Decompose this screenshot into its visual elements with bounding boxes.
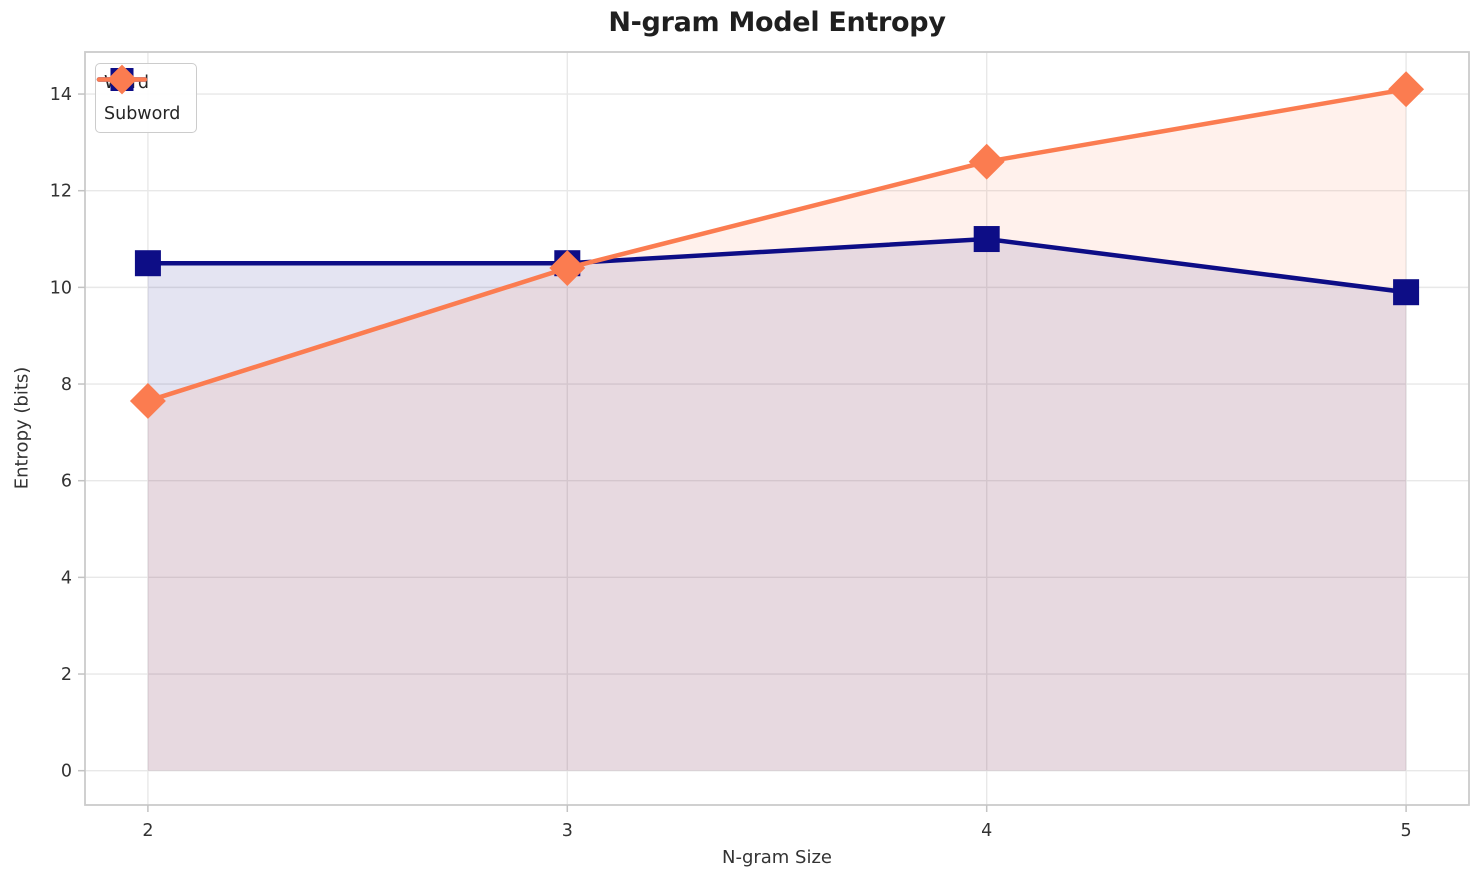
marker-subword [1388,71,1425,108]
y-tick-label: 0 [61,762,72,782]
y-tick-label: 2 [61,665,72,685]
y-tick-label: 8 [61,375,72,395]
x-tick-label: 2 [142,821,153,841]
legend-marker-diamond-icon [96,64,148,95]
legend-item-subword: Subword [96,64,181,129]
y-tick-label: 14 [50,85,72,105]
marker-word [1393,279,1420,306]
x-axis-label: N-gram Size [721,847,833,868]
y-axis-label: Entropy (bits) [11,366,33,490]
area-fill-subword [147,89,1407,771]
legend-label-subword: Subword [104,103,181,124]
series-line-subword [145,86,1409,404]
x-tick-label: 4 [981,821,992,841]
series-line-word [145,236,1409,295]
area-fill-word [147,239,1407,771]
x-tick-label: 5 [1401,821,1412,841]
y-tick-label: 10 [50,278,72,298]
axes-spines [84,51,1470,806]
y-tick-label: 12 [50,182,72,202]
tick-labels: 0 2 4 6 8 10 12 14 2 3 4 5 [50,85,1412,841]
legend: WordSubword [95,63,198,133]
chart-title: N-gram Model Entropy [608,7,946,38]
y-tick-label: 4 [61,568,72,588]
marker-subword [129,382,166,419]
x-tick-label: 3 [562,821,573,841]
marker-word [134,250,161,277]
marker-word [973,226,1000,253]
y-tick-label: 6 [61,472,72,492]
